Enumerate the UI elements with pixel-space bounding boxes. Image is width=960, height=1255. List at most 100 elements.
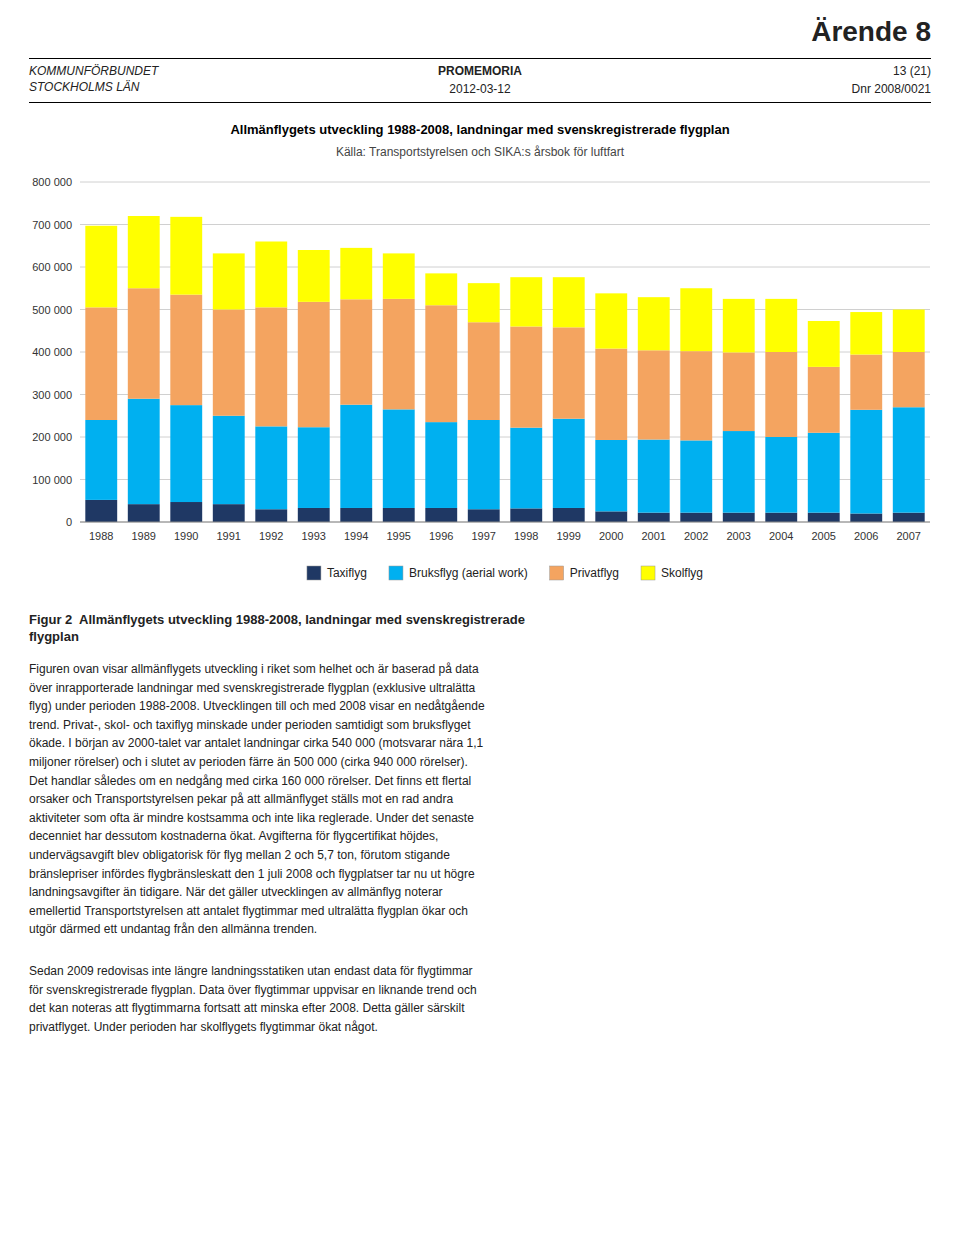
bar-segment: [510, 508, 542, 522]
bar-segment: [595, 511, 627, 522]
x-tick-label: 1992: [259, 530, 283, 542]
header-org: STOCKHOLMS LÄN: [29, 80, 139, 94]
y-tick-label: 800 000: [32, 176, 72, 188]
bar-segment: [85, 420, 117, 500]
bar-segment: [85, 500, 117, 522]
bar-segment: [468, 283, 500, 322]
x-tick-label: 1999: [557, 530, 581, 542]
bar-segment: [595, 293, 627, 348]
x-tick-label: 2005: [812, 530, 836, 542]
bar-segment: [255, 307, 287, 426]
x-tick-label: 1997: [472, 530, 496, 542]
header-date: 2012-03-12: [0, 82, 960, 96]
bar-segment: [128, 288, 160, 399]
bar-segment: [298, 302, 330, 427]
y-tick-label: 600 000: [32, 261, 72, 273]
bar-segment: [425, 273, 457, 305]
bar-segment: [723, 513, 755, 522]
legend-swatch: [389, 566, 403, 580]
x-tick-label: 2000: [599, 530, 623, 542]
legend-label: Skolflyg: [661, 566, 703, 580]
bar-segment: [595, 440, 627, 511]
bar-segment: [510, 277, 542, 326]
grid-line: [80, 522, 930, 523]
bar-segment: [638, 513, 670, 522]
bar-segment: [510, 327, 542, 428]
chart: Allmänflygets utveckling 1988-2008, land…: [0, 112, 960, 602]
bar-segment: [128, 399, 160, 504]
legend-item: Bruksflyg (aerial work): [389, 566, 528, 580]
header-page: 13 (21): [893, 64, 931, 78]
bar-segment: [340, 248, 372, 299]
bar-segment: [638, 297, 670, 350]
bar-segment: [680, 351, 712, 440]
x-tick-label: 2001: [642, 530, 666, 542]
bar-segment: [765, 513, 797, 522]
bars: [85, 216, 924, 522]
legend-item: Skolflyg: [641, 566, 703, 580]
x-tick-label: 2003: [727, 530, 751, 542]
y-tick-label: 400 000: [32, 346, 72, 358]
grid-line: [80, 479, 930, 480]
bar-segment: [468, 420, 500, 509]
bar-segment: [765, 437, 797, 513]
header-rule: [29, 102, 931, 103]
bar-segment: [213, 504, 245, 522]
figure-caption: flygplan: [29, 629, 79, 644]
bar-segment: [680, 513, 712, 522]
bar-segment: [680, 440, 712, 512]
x-tick-label: 1990: [174, 530, 198, 542]
x-tick-label: 1998: [514, 530, 538, 542]
legend-label: Bruksflyg (aerial work): [409, 566, 528, 580]
bar-segment: [85, 307, 117, 420]
header-rule: [29, 58, 931, 59]
y-tick-label: 200 000: [32, 431, 72, 443]
x-tick-label: 1988: [89, 530, 113, 542]
header-title: Ärende 8: [811, 16, 931, 48]
x-tick-label: 1993: [302, 530, 326, 542]
legend-swatch: [307, 566, 321, 580]
bar-segment: [425, 508, 457, 522]
grid-line: [80, 352, 930, 353]
bar-segment: [298, 427, 330, 508]
header-dnr: Dnr 2008/0021: [852, 82, 931, 96]
chart-subtitle: Källa: Transportstyrelsen och SIKA:s års…: [336, 145, 625, 159]
body-paragraph: Figuren ovan visar allmänflygets utveckl…: [29, 660, 485, 939]
bar-segment: [425, 422, 457, 508]
bar-segment: [170, 502, 202, 522]
bar-segment: [638, 350, 670, 439]
bar-segment: [808, 433, 840, 513]
x-tick-label: 1989: [132, 530, 156, 542]
y-tick-label: 0: [66, 516, 72, 528]
grid-line: [80, 309, 930, 310]
bar-segment: [850, 355, 882, 410]
bar-segment: [170, 295, 202, 406]
bar-segment: [893, 310, 925, 353]
grid-line: [80, 267, 930, 268]
bar-segment: [340, 299, 372, 404]
bar-segment: [85, 226, 117, 308]
bar-segment: [298, 508, 330, 522]
bar-segment: [468, 322, 500, 420]
bar-segment: [298, 250, 330, 302]
legend-label: Taxiflyg: [327, 566, 367, 580]
bar-segment: [723, 352, 755, 431]
bar-segment: [638, 440, 670, 513]
legend-swatch: [550, 566, 564, 580]
grid-line: [80, 182, 930, 183]
bar-segment: [723, 431, 755, 513]
y-tick-label: 500 000: [32, 304, 72, 316]
legend-label: Privatflyg: [570, 566, 619, 580]
bar-segment: [128, 504, 160, 522]
bar-segment: [595, 349, 627, 440]
bar-segment: [723, 299, 755, 353]
bar-segment: [510, 428, 542, 509]
legend-swatch: [641, 566, 655, 580]
figure-caption: Figur 2 Allmänflygets utveckling 1988-20…: [29, 612, 525, 627]
bar-segment: [893, 407, 925, 512]
bar-segment: [340, 508, 372, 522]
x-tick-label: 1995: [387, 530, 411, 542]
bar-segment: [213, 416, 245, 504]
bar-segment: [893, 513, 925, 522]
bar-segment: [170, 405, 202, 502]
